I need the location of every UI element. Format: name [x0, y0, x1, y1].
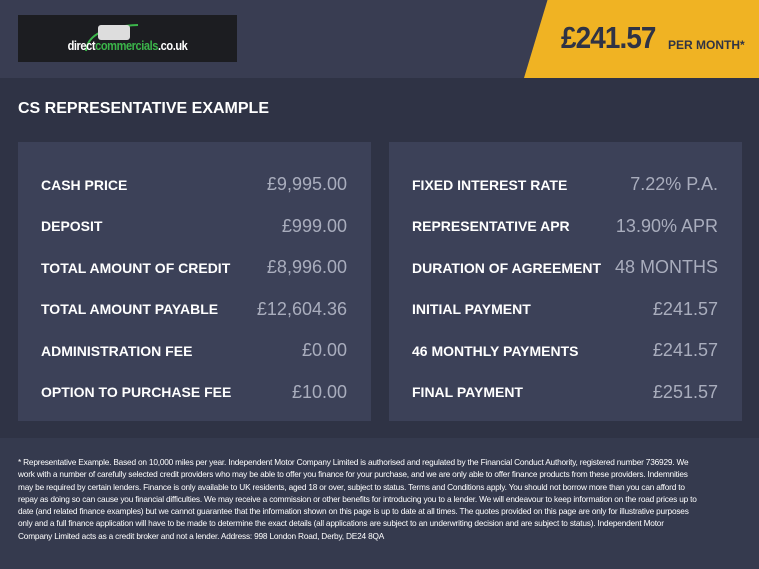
page-title: CS REPRESENTATIVE EXAMPLE — [18, 100, 269, 117]
disclaimer-text: * Representative Example. Based on 10,00… — [18, 457, 697, 541]
row-label: ADMINISTRATION FEE — [41, 342, 193, 359]
row-value: £10.00 — [291, 381, 347, 402]
table-row: OPTION TO PURCHASE FEE £10.00 — [41, 372, 347, 414]
row-value: 7.22% P.A. — [630, 174, 718, 195]
row-value: £9,995.00 — [266, 174, 347, 195]
row-label: 46 MONTHLY PAYMENTS — [412, 342, 579, 359]
row-value: £8,996.00 — [266, 257, 347, 278]
row-label: TOTAL AMOUNT PAYABLE — [41, 301, 219, 318]
header: directcommercials.co.uk £241.57 PER MONT… — [0, 0, 759, 78]
row-label: FIXED INTEREST RATE — [412, 176, 568, 193]
table-row: 46 MONTHLY PAYMENTS £241.57 — [412, 330, 718, 372]
table-row: DURATION OF AGREEMENT 48 MONTHS — [412, 247, 718, 289]
row-label: REPRESENTATIVE APR — [412, 218, 570, 235]
row-label: OPTION TO PURCHASE FEE — [41, 384, 232, 401]
table-row: REPRESENTATIVE APR 13.90% APR — [412, 206, 718, 248]
table-row: ADMINISTRATION FEE £0.00 — [41, 330, 347, 372]
finance-card-left: CASH PRICE £9,995.00 DEPOSIT £999.00 TOTAL… — [18, 142, 371, 421]
table-row: CASH PRICE £9,995.00 — [41, 164, 347, 206]
row-label: INITIAL PAYMENT — [412, 301, 531, 318]
row-value: £0.00 — [301, 340, 347, 361]
row-value: 48 MONTHS — [614, 257, 718, 278]
row-label: DEPOSIT — [41, 218, 103, 235]
logo[interactable]: directcommercials.co.uk — [18, 15, 237, 62]
row-label: CASH PRICE — [41, 176, 128, 193]
row-value: £241.57 — [652, 298, 718, 319]
row-value: £241.57 — [652, 340, 718, 361]
monthly-price: £241.57 — [561, 20, 656, 55]
table-row: INITIAL PAYMENT £241.57 — [412, 289, 718, 331]
row-value: £12,604.36 — [256, 298, 347, 319]
footer: * Representative Example. Based on 10,00… — [0, 438, 759, 569]
finance-card-right: FIXED INTEREST RATE 7.22% P.A. REPRESENTA… — [389, 142, 742, 421]
logo-text: directcommercials.co.uk — [67, 38, 188, 53]
row-label: FINAL PAYMENT — [412, 384, 523, 401]
row-value: £251.57 — [652, 381, 718, 402]
table-row: FINAL PAYMENT £251.57 — [412, 372, 718, 414]
row-value: £999.00 — [281, 215, 347, 236]
table-row: DEPOSIT £999.00 — [41, 206, 347, 248]
per-month-label: PER MONTH* — [668, 38, 745, 52]
van-logo-icon — [85, 24, 139, 52]
table-row: TOTAL AMOUNT PAYABLE £12,604.36 — [41, 289, 347, 331]
row-label: DURATION OF AGREEMENT — [412, 259, 601, 276]
monthly-price-banner: £241.57 PER MONTH* — [524, 0, 759, 78]
row-value: 13.90% APR — [615, 215, 718, 236]
table-row: TOTAL AMOUNT OF CREDIT £8,996.00 — [41, 247, 347, 289]
row-label: TOTAL AMOUNT OF CREDIT — [41, 259, 231, 276]
table-row: FIXED INTEREST RATE 7.22% P.A. — [412, 164, 718, 206]
